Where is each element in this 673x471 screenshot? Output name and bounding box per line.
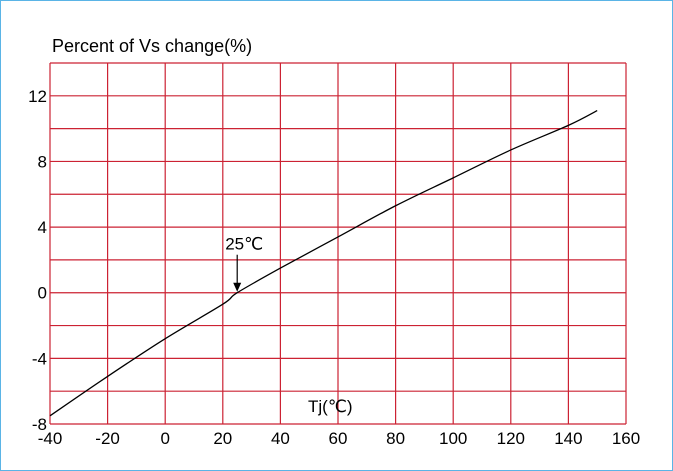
chart-title: Percent of Vs change(%) [52, 36, 252, 56]
x-tick-label: -20 [95, 429, 120, 448]
x-tick-label: 100 [439, 429, 467, 448]
series-layer [49, 110, 598, 417]
x-tick-label: 80 [386, 429, 405, 448]
y-tick-label: 8 [38, 152, 47, 171]
x-tick-label: 60 [329, 429, 348, 448]
x-tick-labels: -40 -20 0 20 40 60 80 100 120 140 160 [38, 429, 640, 448]
y-tick-label: 0 [38, 284, 47, 303]
x-tick-label: 140 [554, 429, 582, 448]
x-tick-label: 20 [213, 429, 232, 448]
grid [49, 62, 627, 425]
y-tick-label: 12 [28, 87, 47, 106]
y-tick-label: -8 [32, 415, 47, 434]
annotations: 25℃ [225, 235, 263, 292]
x-tick-label: 0 [160, 429, 169, 448]
annotation-label: 25℃ [225, 235, 263, 254]
y-tick-labels: -8 -4 0 4 8 12 [28, 87, 47, 434]
x-tick-label: 120 [497, 429, 525, 448]
x-tick-label: 160 [612, 429, 640, 448]
y-tick-label: -4 [32, 349, 47, 368]
x-tick-label: 40 [271, 429, 290, 448]
y-tick-label: 4 [38, 218, 47, 237]
x-axis-label: Tj(℃) [308, 397, 353, 416]
series-line [49, 110, 598, 417]
x-tick-label: -40 [38, 429, 63, 448]
annotation-arrow-head [233, 282, 242, 292]
